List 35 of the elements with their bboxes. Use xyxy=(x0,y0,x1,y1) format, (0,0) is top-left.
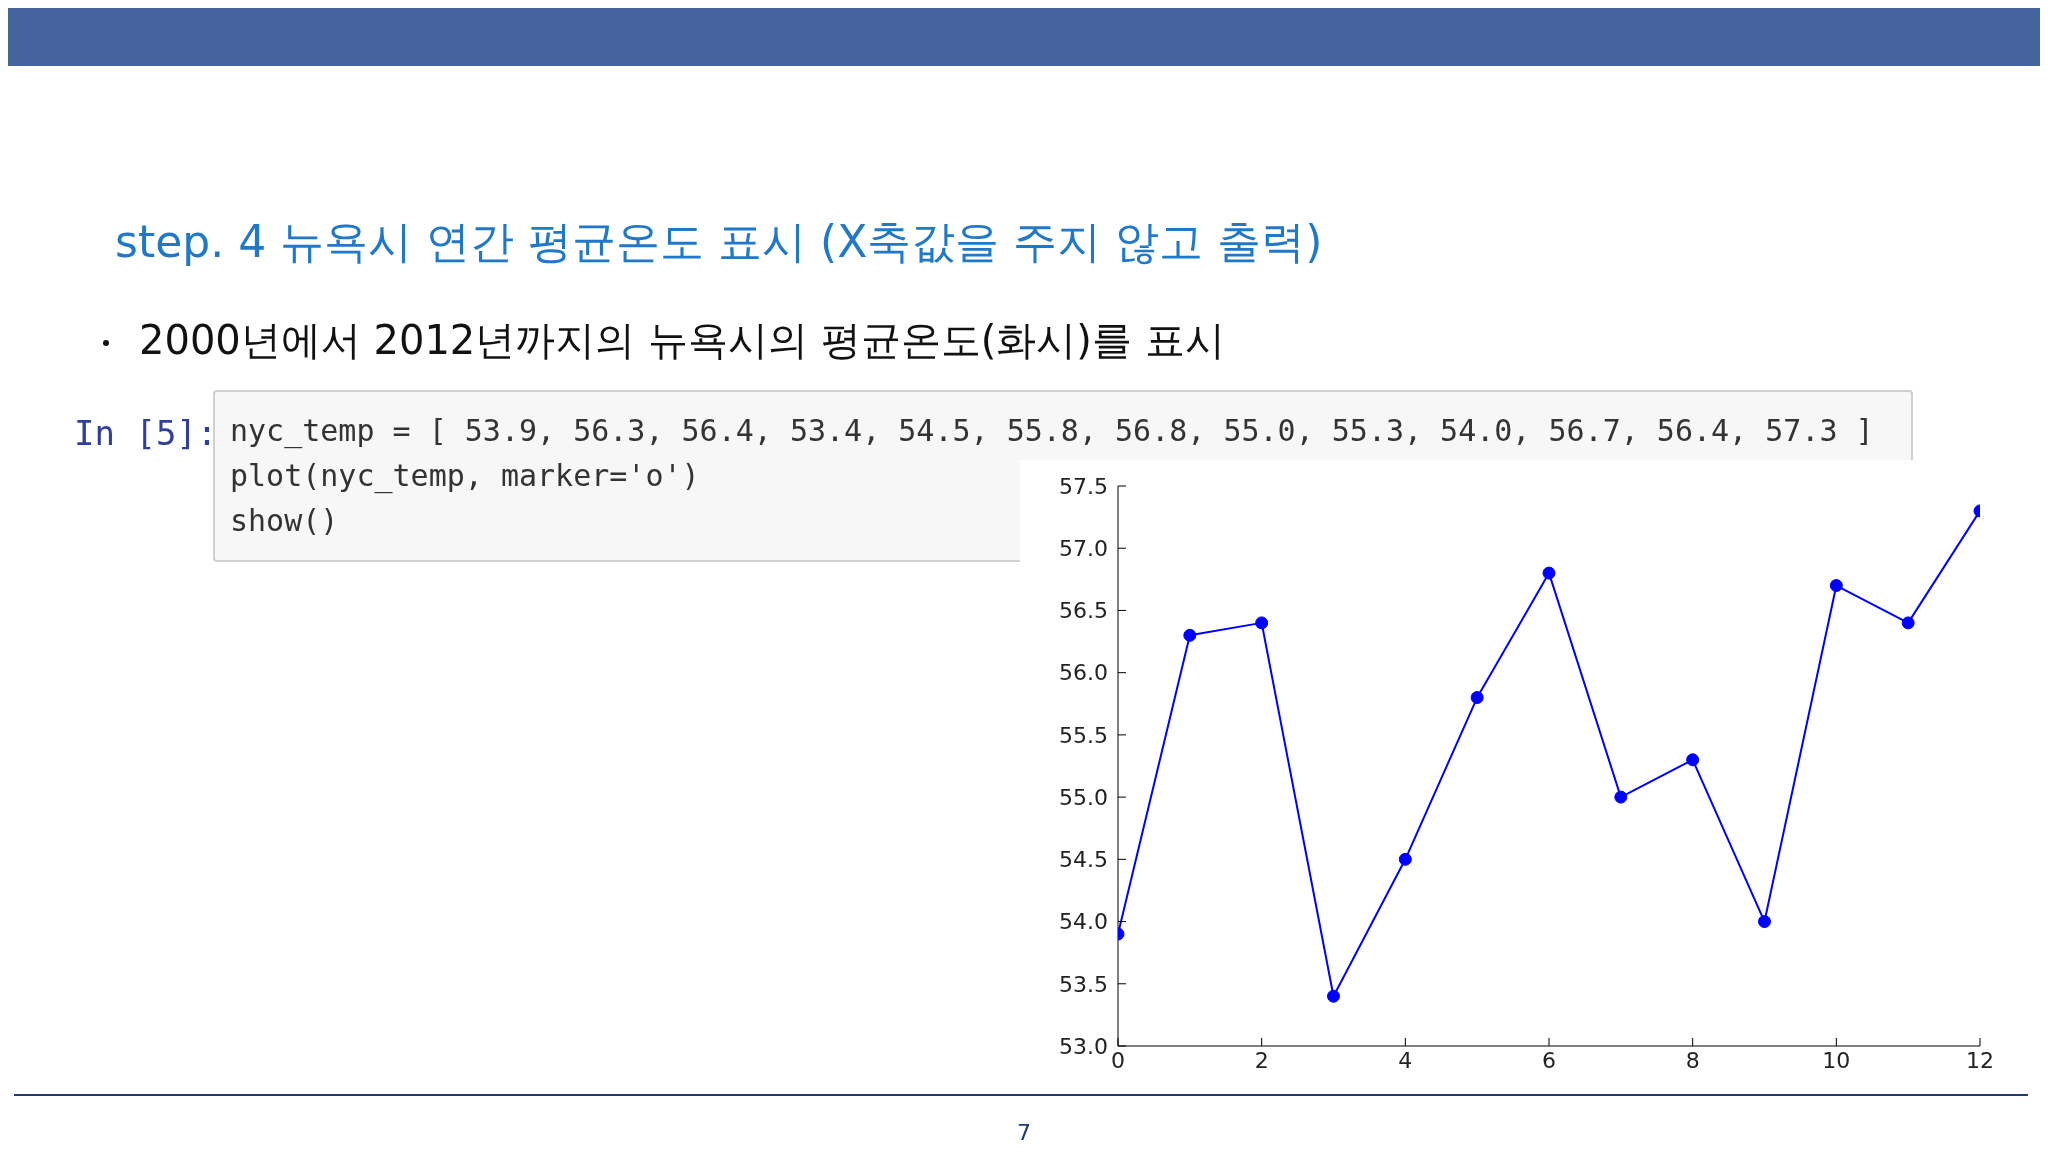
y-tick-label: 56.0 xyxy=(1059,660,1108,686)
text: 2000년에서 2012년까지의 뉴욕시의 평균온도(화시)를 표시 xyxy=(139,317,1225,363)
x-tick-label: 0 xyxy=(1111,1047,1125,1073)
point xyxy=(1901,616,1915,630)
x-tick-label: 10 xyxy=(1822,1047,1851,1073)
text: plot(nyc_temp, marker='o') xyxy=(230,458,700,493)
y-tick-label: 55.0 xyxy=(1059,784,1108,810)
y-tick-label: 57.5 xyxy=(1059,473,1108,499)
y-tick-label: 53.5 xyxy=(1059,971,1108,997)
x-tick-label: 12 xyxy=(1966,1047,1994,1073)
text: show() xyxy=(230,503,339,538)
point xyxy=(1398,852,1412,866)
y-tick-label: 54.0 xyxy=(1059,909,1108,935)
point xyxy=(1758,915,1771,929)
x-tick-label: 6 xyxy=(1542,1047,1556,1073)
text: In [5]: xyxy=(74,413,218,453)
point xyxy=(1470,691,1484,705)
y-tick-label: 53.0 xyxy=(1059,1033,1108,1059)
y-tick-label: 55.5 xyxy=(1059,722,1108,748)
point xyxy=(1829,579,1843,593)
point xyxy=(1614,790,1628,804)
text: nyc_temp = [ 53.9, 56.3, 56.4, 53.4, 54.5, 55.8, 56.8, 55.0, 55.3, 54.0, 56.7, 56.4, 57.3 ] xyxy=(230,413,1874,448)
point xyxy=(1542,566,1556,580)
text: step. 4 뉴욕시 연간 평균온도 표시 (X축값을 주지 않고 출력) xyxy=(115,215,1323,269)
y-tick-label: 54.5 xyxy=(1059,847,1108,873)
x-tick-label: 2 xyxy=(1254,1047,1269,1073)
point xyxy=(1183,628,1197,642)
x-tick-label: 4 xyxy=(1398,1047,1413,1073)
y-tick-label: 57.0 xyxy=(1059,536,1108,562)
y-tick-label: 56.5 xyxy=(1059,598,1108,624)
point xyxy=(1327,989,1340,1003)
point xyxy=(1686,753,1700,767)
text: 7 xyxy=(1016,1120,1032,1145)
point xyxy=(1255,616,1269,630)
x-tick-label: 8 xyxy=(1685,1047,1700,1073)
